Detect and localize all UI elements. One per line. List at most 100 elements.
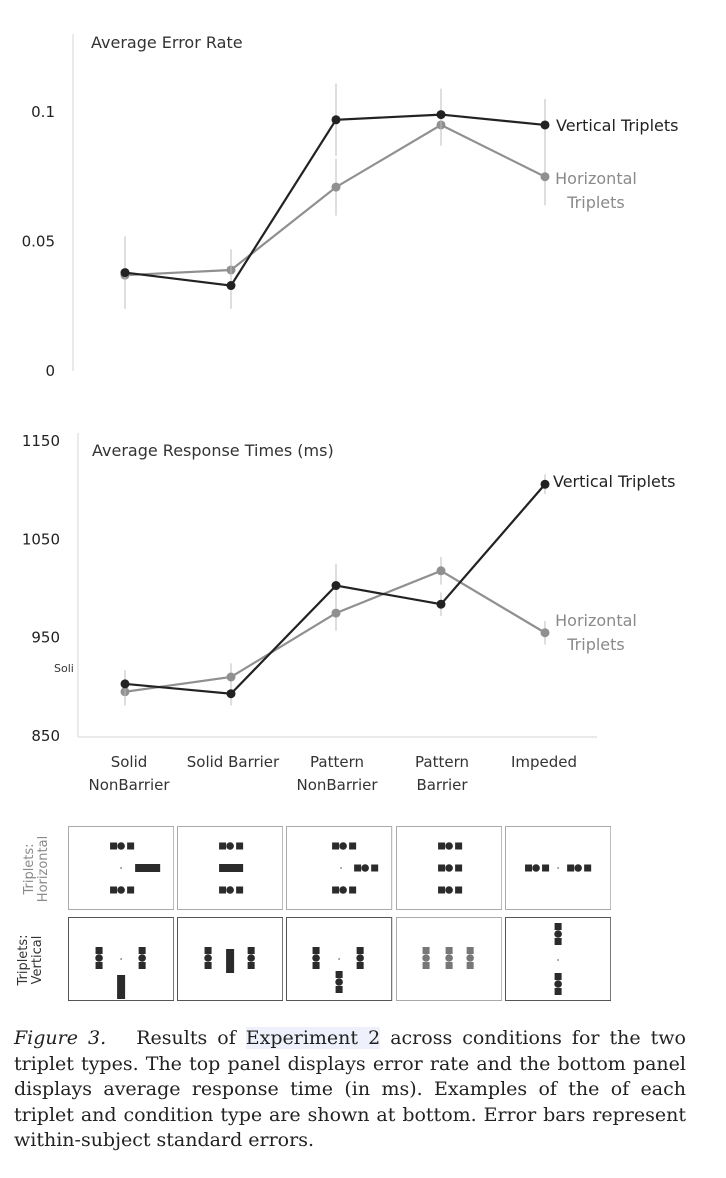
data-point <box>331 115 341 125</box>
series-horizontal <box>120 104 550 304</box>
stimulus-dot <box>339 842 348 850</box>
error-rate-chart: 0 0.05 0.1 Average Error Rate Vertical Tripl… <box>22 33 679 380</box>
row-label: Triplets:Vertical <box>16 934 45 986</box>
stimulus-panel <box>504 826 612 910</box>
stimulus-square <box>312 947 320 954</box>
stimulus-square <box>204 962 212 969</box>
series-vertical <box>120 83 550 309</box>
x-category-label: Pattern NonBarrier <box>296 753 378 794</box>
stimulus-square <box>349 842 357 850</box>
y-tick-label: 950 <box>31 629 60 647</box>
data-point <box>120 268 130 278</box>
y-tick-label: 850 <box>31 727 60 745</box>
stimulus-square <box>219 886 227 894</box>
row-label-text: Triplets:Horizontal <box>22 836 51 902</box>
stimulus-dot <box>95 954 103 962</box>
fixation-dot <box>120 958 123 960</box>
data-point <box>331 608 341 618</box>
stimulus-dot <box>574 864 582 872</box>
legend-label: Vertical Triplets <box>553 472 675 491</box>
stimulus-square <box>226 949 235 973</box>
stimulus-square <box>110 842 118 850</box>
stimulus-square <box>349 886 357 894</box>
y-tick-label: 0.1 <box>31 103 55 121</box>
legend-label: Horizontal Triplets <box>555 611 637 654</box>
stimulus-square <box>445 947 453 954</box>
stimulus-square <box>422 962 430 969</box>
stimulus-figure <box>504 826 612 910</box>
stimulus-square <box>454 886 462 894</box>
stimulus-square <box>466 962 474 969</box>
stimulus-square <box>127 886 135 894</box>
stimulus-square <box>357 947 365 954</box>
stimulus-figure <box>504 917 612 1001</box>
data-point <box>226 281 236 291</box>
stimulus-square <box>110 886 118 894</box>
stimulus-panel <box>286 826 393 910</box>
stimulus-square <box>422 947 430 954</box>
stimulus-dot <box>361 864 370 872</box>
stimulus-dot <box>532 864 540 872</box>
stimulus-square <box>541 864 549 872</box>
stimulus-dot <box>247 954 256 962</box>
stimulus-square <box>236 886 244 894</box>
stimulus-square <box>357 962 365 969</box>
stimulus-square <box>454 864 462 872</box>
legend-label: Vertical Triplets <box>556 116 678 135</box>
data-point <box>226 689 236 699</box>
data-point <box>436 110 446 120</box>
stimulus-square <box>138 947 146 954</box>
experiment-link[interactable]: Experiment 2 <box>245 1027 381 1049</box>
fixation-dot <box>338 958 341 960</box>
stimulus-square <box>219 842 227 850</box>
stimulus-dot <box>226 842 235 850</box>
stimulus-square <box>219 864 244 872</box>
stimulus-square <box>554 938 562 945</box>
legend-label: Horizontal Triplets <box>555 169 637 212</box>
fixation-dot <box>557 867 559 869</box>
stimulus-panel <box>395 826 502 910</box>
stimulus-panel <box>177 826 284 910</box>
stimulus-panel <box>177 917 284 1001</box>
stimulus-square <box>466 947 474 954</box>
stimulus-square <box>332 842 340 850</box>
stimulus-square <box>524 864 532 872</box>
stray-annotation: Soli <box>54 662 74 675</box>
stimulus-square <box>566 864 574 872</box>
stimulus-dot <box>444 954 453 962</box>
data-point <box>331 581 341 591</box>
stimulus-figure <box>395 917 502 1001</box>
stimulus-square <box>454 842 462 850</box>
stimulus-square <box>95 947 103 954</box>
y-tick-label: 0 <box>45 362 55 380</box>
stimulus-dot <box>356 954 365 962</box>
stimulus-square <box>236 842 244 850</box>
stimulus-square <box>336 986 344 993</box>
data-point <box>120 679 130 689</box>
stimulus-dot <box>339 886 348 894</box>
stimulus-square <box>554 973 562 980</box>
row-label: Triplets:Horizontal <box>22 836 51 902</box>
stimulus-figure <box>68 917 175 1001</box>
stimulus-panel <box>286 917 393 1001</box>
stimulus-figure <box>177 917 284 1001</box>
stimulus-square <box>554 923 562 930</box>
horizontal-triplet-stimuli <box>68 826 612 910</box>
stimulus-dot <box>554 930 562 938</box>
stimulus-figure <box>395 826 502 910</box>
stimulus-square <box>247 962 255 969</box>
series-line <box>124 113 546 287</box>
data-point <box>436 599 446 609</box>
chart-title: Average Response Times (ms) <box>92 441 334 460</box>
stimulus-square <box>332 886 340 894</box>
data-point <box>436 566 446 576</box>
stimulus-figure <box>286 826 393 910</box>
stimulus-square <box>437 886 445 894</box>
stimulus-square <box>583 864 591 872</box>
stimulus-dot <box>465 954 474 962</box>
row-label-text: Triplets:Vertical <box>16 934 45 986</box>
stimulus-dot <box>421 954 430 962</box>
data-point <box>331 182 341 192</box>
figure-label: Figure 3. <box>14 1027 107 1049</box>
stimulus-square <box>127 842 135 850</box>
